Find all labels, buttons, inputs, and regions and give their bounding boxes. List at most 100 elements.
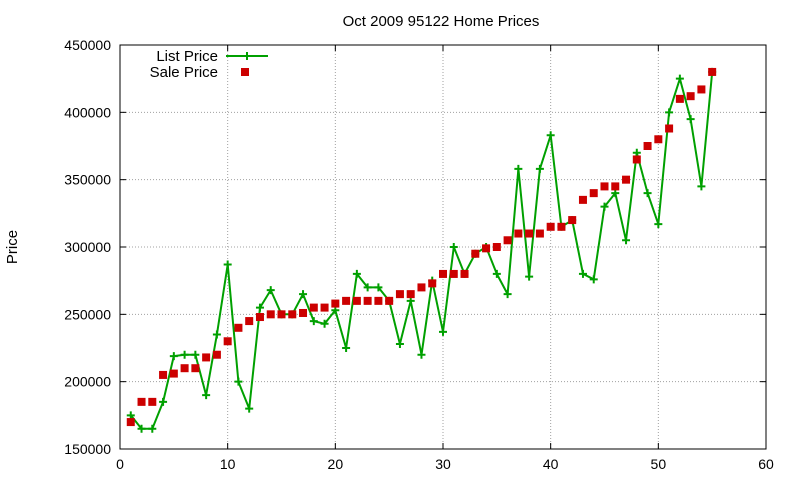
x-tick-label: 40 — [543, 456, 559, 472]
sale-price-point — [708, 67, 717, 76]
grid-layer — [120, 45, 766, 449]
list-price-point — [309, 317, 318, 326]
list-price-point — [320, 319, 329, 328]
sale-price-point — [406, 290, 415, 299]
list-price-point — [374, 283, 383, 292]
sale-price-point — [503, 236, 512, 245]
sale-price-point — [600, 182, 609, 191]
sale-price-point — [675, 94, 684, 103]
sale-price-point — [126, 418, 135, 427]
list-price-point — [255, 303, 264, 312]
y-tick-label: 400000 — [64, 104, 111, 120]
x-tick-label: 30 — [435, 456, 451, 472]
sale-price-point — [385, 296, 394, 305]
list-price-point — [137, 424, 146, 433]
sale-price-point — [299, 308, 308, 317]
sale-price-point — [546, 222, 555, 231]
y-tick-label: 200000 — [64, 374, 111, 390]
list-price-point — [234, 377, 243, 386]
legend-marker-sale-price — [241, 68, 249, 76]
list-price-point — [643, 189, 652, 198]
list-price-point — [223, 260, 232, 269]
legend-marker-list-price — [243, 52, 251, 60]
list-price-point — [266, 286, 275, 295]
list-price-point — [514, 164, 523, 173]
list-price-point — [632, 148, 641, 157]
sale-price-point — [374, 296, 383, 305]
sale-price-point — [255, 313, 264, 322]
sale-price-point — [686, 92, 695, 101]
list-price-point — [159, 397, 168, 406]
sale-price-point — [557, 222, 566, 231]
sale-price-point — [137, 397, 146, 406]
chart-title: Oct 2009 95122 Home Prices — [343, 13, 540, 30]
list-price-point — [126, 411, 135, 420]
list-price-point — [492, 269, 501, 278]
list-price-point — [654, 220, 663, 229]
sale-price-point — [288, 310, 297, 319]
sale-price-point — [514, 229, 523, 238]
list-price-point — [439, 327, 447, 336]
x-tick-label: 10 — [220, 456, 236, 472]
sale-price-point — [417, 283, 426, 292]
sale-price-point — [223, 337, 232, 346]
list-price-point — [686, 115, 695, 124]
list-price-point — [417, 350, 426, 359]
legend-label-list-price: List Price — [156, 48, 218, 65]
list-price-point — [363, 283, 372, 292]
y-axis-label: Price — [4, 230, 21, 264]
sale-price-point — [622, 175, 631, 184]
sale-price-point — [363, 296, 372, 305]
x-tick-label: 60 — [758, 456, 774, 472]
sale-price-point — [202, 353, 211, 362]
legend: List Price Sale Price — [150, 48, 268, 81]
list-price-point — [352, 269, 361, 278]
x-tick-label: 50 — [651, 456, 667, 472]
list-price-point — [299, 290, 308, 299]
sale-price-point — [191, 364, 200, 373]
list-price-point — [697, 182, 706, 191]
sale-price-point — [665, 124, 674, 133]
sale-price-point — [525, 229, 534, 238]
sale-price-point — [395, 290, 404, 299]
y-tick-label: 250000 — [64, 306, 111, 322]
list-price-point — [578, 269, 587, 278]
list-price-point — [546, 131, 555, 140]
list-price-point — [665, 108, 674, 117]
sale-price-point — [309, 303, 318, 312]
sale-price-point — [266, 310, 275, 319]
x-tick-label: 0 — [116, 456, 124, 472]
sale-price-point — [277, 310, 286, 319]
ticks-layer: 0 10 20 30 40 50 60 150000 200000 250000 300000 350… — [64, 37, 774, 472]
sale-price-point — [568, 216, 577, 225]
sale-price-point — [439, 269, 447, 278]
y-tick-label: 350000 — [64, 172, 111, 188]
sale-price-point — [632, 155, 641, 164]
sale-price-point — [159, 370, 168, 379]
list-price-point — [503, 290, 512, 299]
sale-price-point — [589, 189, 598, 198]
legend-label-sale-price: Sale Price — [150, 64, 218, 81]
sale-price-point — [482, 244, 491, 253]
y-tick-label: 150000 — [64, 441, 111, 457]
sale-price-point — [654, 135, 663, 144]
sale-price-point — [148, 397, 157, 406]
sale-price-point — [169, 369, 178, 378]
x-tick-label: 20 — [328, 456, 344, 472]
sale-price-point — [578, 195, 587, 204]
list-price-point — [525, 272, 534, 281]
sale-price-point — [331, 299, 340, 308]
list-price-point — [406, 296, 415, 305]
sale-price-point — [449, 269, 458, 278]
list-price-point — [589, 275, 598, 284]
sale-price-point — [643, 142, 652, 150]
list-price-point — [342, 344, 351, 352]
list-price-point — [535, 164, 544, 173]
sale-price-point — [492, 243, 501, 251]
sale-price-point — [342, 296, 351, 305]
sale-price-point — [611, 182, 620, 191]
sale-price-point — [234, 323, 243, 332]
list-price-point — [600, 202, 609, 211]
y-tick-label: 450000 — [64, 37, 111, 53]
list-price-point — [395, 339, 404, 348]
